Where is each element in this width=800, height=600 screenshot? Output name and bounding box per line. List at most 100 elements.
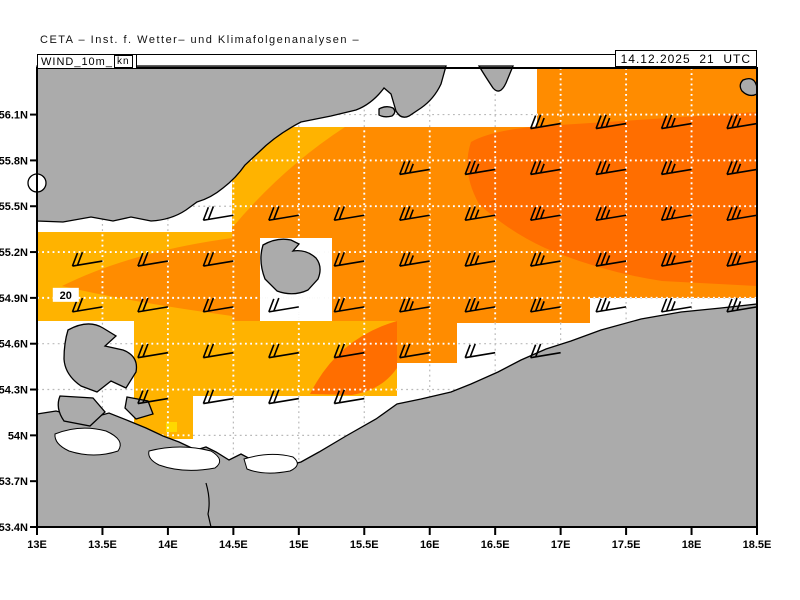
wind-barb-25kn (660, 160, 692, 176)
land-ruegen-south (57, 395, 106, 427)
lon-label: 16.5E (481, 539, 510, 551)
page-title: CETA – Inst. f. Wetter– und Klimafolgena… (40, 34, 361, 46)
wind-barb-25kn (595, 251, 627, 267)
lon-label: 18E (682, 539, 702, 551)
wind-barb-25kn (529, 297, 561, 313)
wind-barb-20kn (202, 343, 234, 359)
land-mainland-coast (36, 303, 758, 528)
wind-barb-25kn (529, 206, 561, 222)
river (205, 482, 212, 528)
wind-barb-25kn (726, 251, 758, 267)
wind-barb-25kn (726, 114, 758, 130)
lon-label: 14.5E (219, 539, 248, 551)
wind-barb-20kn (268, 297, 299, 313)
wind-barb-20kn (202, 297, 234, 313)
wind-barb-20kn (202, 251, 234, 267)
lat-label: 53.7N (0, 476, 28, 488)
wind-barb-25kn (529, 114, 561, 130)
lon-label: 14E (158, 539, 178, 551)
wind-barb-20kn (137, 389, 169, 405)
islet (739, 77, 758, 97)
wind-barb-20kn (137, 343, 169, 359)
lat-label: 54.9N (0, 293, 28, 305)
lat-label: 55.5N (0, 201, 28, 213)
axis-ticks (30, 113, 758, 535)
lon-label: 18.5E (743, 539, 772, 551)
axis-labels: 13E 13.5E 14E 14.5E 15E 15.5E 16E 16.5E 17E 17.5E… (0, 110, 771, 551)
header-rule (37, 54, 757, 55)
variable-label: WIND_10m_ (41, 55, 113, 68)
wind-barb-25kn (398, 297, 430, 313)
lon-label: 13.5E (88, 539, 117, 551)
wind-barb-20kn (333, 206, 365, 222)
lon-label: 15.5E (350, 539, 379, 551)
contour-label: 20 (52, 287, 79, 302)
unit-label: kn (113, 55, 133, 68)
lat-label: 54N (8, 430, 28, 442)
contour-label-text: 20 (60, 290, 72, 302)
wind-barb-20kn (268, 206, 299, 222)
wind-barb-25kn (595, 206, 627, 222)
timestamp-label: 14.12.2025 21 UTC (620, 51, 751, 66)
wind-barb-20kn (268, 343, 299, 359)
lagoon (54, 427, 121, 456)
lon-label: 17E (551, 539, 571, 551)
wind-barb-20kn (333, 297, 365, 313)
wind-barb-25kn (660, 297, 692, 313)
wind-barb-25kn (726, 160, 758, 176)
wind-barb-20kn (333, 389, 365, 405)
land-peninsula (477, 65, 514, 92)
lat-label: 55.2N (0, 247, 28, 259)
wind-barb-20kn (333, 251, 365, 267)
wind-barb-20kn (464, 343, 496, 359)
wind-barb-25kn (726, 297, 758, 313)
wind-speed-field (37, 68, 757, 439)
lat-label: 55.8N (0, 155, 28, 167)
land-masses (27, 65, 758, 528)
wind-barb-25kn (464, 160, 496, 176)
lagoon (243, 453, 298, 474)
lat-label: 56.1N (0, 110, 28, 122)
wind-barb-25kn (464, 251, 496, 267)
lat-label: 53.4N (0, 522, 28, 534)
wind-barb-25kn (595, 160, 627, 176)
wind-barb-20kn (202, 389, 234, 405)
lat-label: 54.6N (0, 339, 28, 351)
wind-barb-20kn (398, 343, 430, 359)
islet (378, 106, 396, 118)
wind-barb-25kn (529, 160, 561, 176)
wind-barb-25kn (464, 297, 496, 313)
wind-barb-20kn (137, 297, 169, 313)
lon-label: 16E (420, 539, 440, 551)
wind-barb-25kn (529, 251, 561, 267)
wind-barb-20kn (137, 251, 169, 267)
land-bornholm (260, 238, 321, 295)
lon-label: 13E (27, 539, 47, 551)
wind-barb-25kn (595, 114, 627, 130)
wind-barb-20kn (71, 251, 103, 267)
lat-label: 54.3N (0, 385, 28, 397)
wind-barb-25kn (398, 251, 430, 267)
lagoon (148, 446, 221, 471)
wind-barb-20kn (202, 206, 234, 222)
wind-barb-25kn (660, 206, 692, 222)
lon-label: 17.5E (612, 539, 641, 551)
wind-barb-20kn (333, 343, 365, 359)
wind-barb-25kn (398, 206, 430, 222)
wind-barb-25kn (726, 206, 758, 222)
wind-barb-25kn (398, 160, 430, 176)
lon-label: 15E (289, 539, 309, 551)
wind-barb-25kn (660, 114, 692, 130)
variable-box: WIND_10m_ kn (37, 54, 137, 69)
wind-barb-25kn (464, 206, 496, 222)
timestamp-box: 14.12.2025 21 UTC (614, 50, 757, 67)
wind-barb-25kn (660, 251, 692, 267)
land-sweden (36, 65, 447, 223)
wind-barbs (71, 114, 758, 405)
wind-barb-20kn (268, 389, 299, 405)
wind-barb-25kn (595, 297, 627, 313)
land-ruegen (63, 323, 138, 393)
wind-barb-20kn (529, 343, 561, 359)
